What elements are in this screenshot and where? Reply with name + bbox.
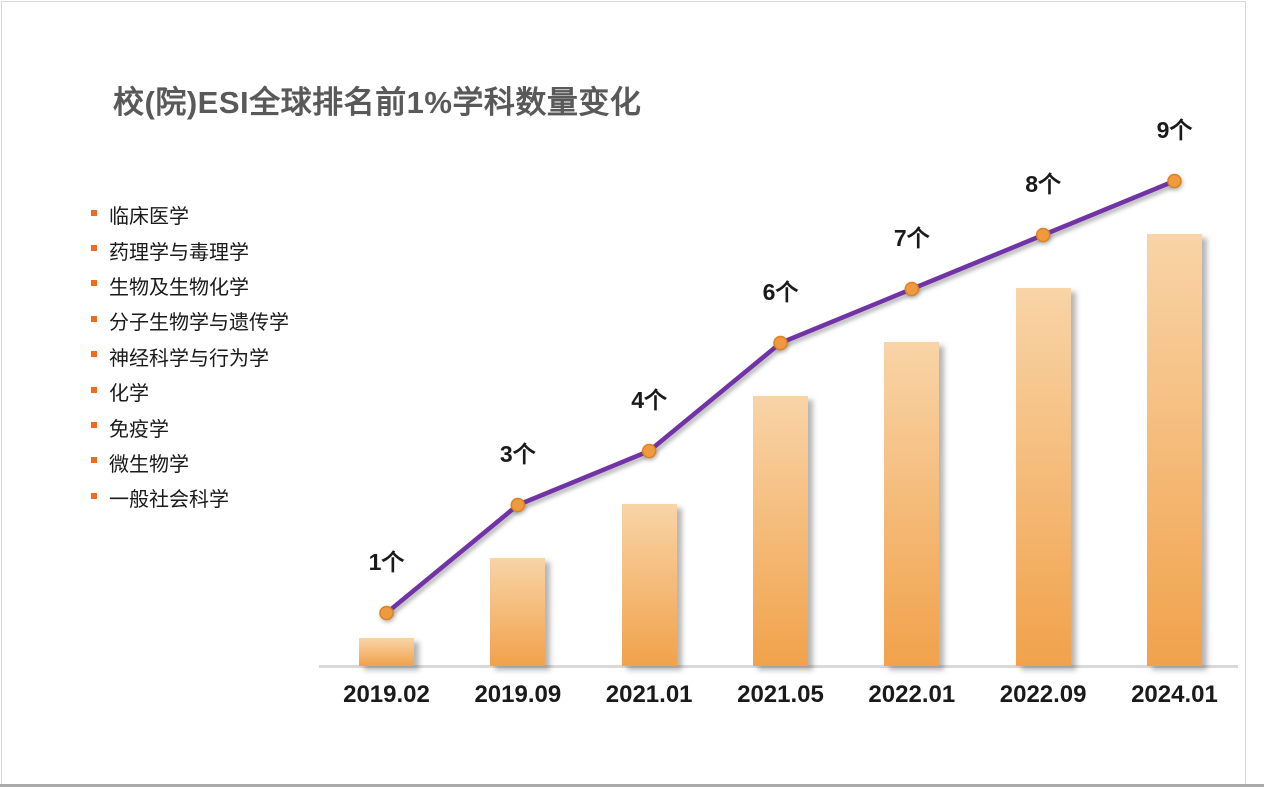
bar (621, 504, 677, 666)
x-axis-label: 2022.09 (999, 681, 1087, 708)
slide-canvas: 校(院)ESI全球排名前1%学科数量变化 临床医学药理学与毒理学 生物及生物化学分… (1, 1, 1246, 785)
bar (884, 342, 940, 666)
line-marker (379, 605, 394, 621)
bullet-square-icon (91, 209, 97, 216)
x-axis-label: 2024.01 (1131, 681, 1218, 708)
list-item: 化学 (91, 374, 289, 409)
line-marker (1167, 173, 1182, 189)
bar (1146, 234, 1202, 666)
list-item: 分子生物学与遗传学 (91, 303, 289, 338)
bar (752, 396, 808, 666)
bullet-square-icon (91, 422, 97, 429)
bullet-square-icon (91, 492, 97, 499)
page-title: 校(院)ESI全球排名前1%学科数量变化 (113, 85, 642, 120)
bullet-square-icon (91, 315, 97, 322)
discipline-label: 微生物学 (109, 453, 189, 476)
data-label: 7个 (893, 225, 930, 251)
list-item: 微生物学 (91, 445, 289, 480)
discipline-label: 临床医学 (109, 206, 189, 229)
x-axis-label: 2021.01 (605, 681, 693, 708)
discipline-label: 药理学与毒理学 (109, 241, 249, 264)
list-item: 生物及生物化学 (91, 268, 289, 303)
discipline-label: 分子生物学与遗传学 (109, 312, 289, 335)
line-marker (641, 443, 657, 459)
discipline-label: 生物及生物化学 (109, 276, 249, 299)
bullet-square-icon (91, 457, 97, 464)
line-marker (1035, 227, 1051, 243)
data-label: 9个 (1156, 117, 1193, 143)
data-label: 8个 (1025, 171, 1062, 197)
data-label: 4个 (631, 387, 668, 413)
list-item: 临床医学 (91, 197, 289, 232)
x-axis-label: 2019.09 (474, 681, 562, 708)
list-item: 一般社会科学 (91, 480, 289, 515)
x-axis-line (319, 665, 1238, 668)
line-marker (510, 497, 526, 513)
line-marker (773, 335, 788, 351)
bar (490, 558, 546, 666)
x-axis-label: 2021.05 (737, 681, 824, 708)
discipline-label: 免疫学 (109, 418, 169, 441)
list-item: 药理学与毒理学 (91, 232, 289, 267)
data-label: 3个 (499, 441, 536, 467)
esi-discipline-count-chart: 1个 3个 4个 6个 7个 8个 9个 2019.02 2019.09 2021.01 2021… (2, 2, 1245, 784)
discipline-list: 临床医学药理学与毒理学 生物及生物化学分子生物学与遗传学 神经科学与行为学 化学免疫学… (91, 197, 289, 516)
bar (359, 638, 414, 666)
list-item: 免疫学 (91, 409, 289, 444)
bar (1015, 288, 1071, 666)
x-axis-label: 2022.01 (868, 681, 956, 708)
data-label: 6个 (762, 279, 799, 305)
bullet-square-icon (91, 245, 97, 252)
slide-bottom-border (0, 784, 1264, 787)
discipline-label: 神经科学与行为学 (109, 347, 269, 370)
discipline-label: 一般社会科学 (109, 489, 229, 512)
data-label: 1个 (368, 549, 405, 575)
x-axis-label: 2019.02 (343, 681, 430, 708)
bullet-square-icon (91, 351, 97, 358)
bullet-square-icon (91, 386, 97, 393)
bullet-square-icon (91, 280, 97, 287)
line-marker (904, 281, 920, 297)
list-item: 神经科学与行为学 (91, 339, 289, 374)
discipline-label: 化学 (109, 383, 149, 406)
